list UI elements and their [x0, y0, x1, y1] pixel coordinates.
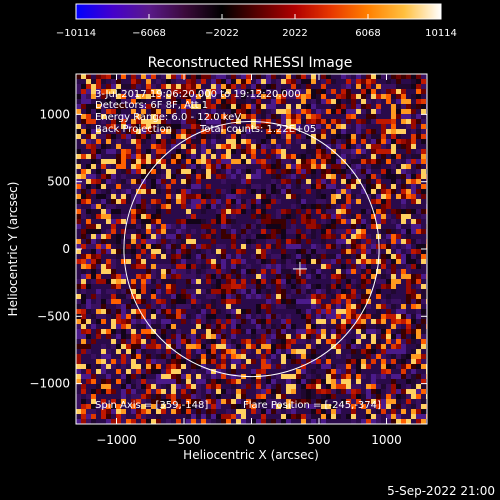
colorbar-tick-label: 6068 [355, 28, 380, 39]
annotation-energy-range: Energy Range: 6.0 - 12.0 keV [95, 112, 241, 123]
colorbar-tick-label: 2022 [282, 28, 307, 39]
y-axis-label: Heliocentric Y (arcsec) [6, 182, 20, 317]
y-tick-label: 0 [62, 242, 70, 256]
x-tick-label: 0 [248, 433, 256, 447]
colorbar-tick-label: −6068 [132, 28, 166, 39]
x-tick-label: 500 [308, 433, 331, 447]
colorbar-gradient [75, 3, 442, 20]
colorbar-tick-label: −2022 [205, 28, 239, 39]
annotation-time-range: 3-Jul-2017 19:06:20.000 to 19:12:20.000 [95, 89, 301, 100]
solar-limb-circle [123, 120, 380, 378]
heatmap-image [76, 74, 427, 424]
plot-area: −1000 −500 0 500 1000 −1000 −500 0 500 1000 [29, 73, 428, 447]
x-axis-label: Heliocentric X (arcsec) [183, 448, 319, 462]
y-tick-label: 1000 [39, 107, 70, 121]
annotation-flare-position: Flare Position = [-245,-374] [243, 400, 381, 411]
annotation-total-counts: Total counts: 1.22E+05 [199, 124, 316, 135]
x-tick-label: −1000 [96, 433, 137, 447]
annotation-block: 3-Jul-2017 19:06:20.000 to 19:12:20.000 … [95, 89, 381, 411]
plot-title: Reconstructed RHESSI Image [148, 55, 353, 71]
footer-timestamp: 5-Sep-2022 21:00 [387, 484, 495, 498]
colorbar-tick-label: −10114 [56, 28, 96, 39]
y-tick-label: −500 [37, 309, 70, 323]
spin-axis-marker [292, 261, 307, 276]
annotation-detectors: Detectors: 6F 8F, Att 1 [95, 100, 208, 111]
y-tick-label: 500 [47, 175, 70, 189]
colorbar: −10114 −6068 −2022 2022 6068 10114 [56, 3, 457, 39]
y-tick-label: −1000 [29, 377, 70, 391]
x-tick-label: 1000 [371, 433, 402, 447]
colorbar-tick-label: 10114 [425, 28, 457, 39]
annotation-spin-axis: Spin Axis = [359,-148] [95, 400, 208, 411]
x-tick-label: −500 [168, 433, 201, 447]
annotation-method: Back Projection [95, 124, 172, 135]
